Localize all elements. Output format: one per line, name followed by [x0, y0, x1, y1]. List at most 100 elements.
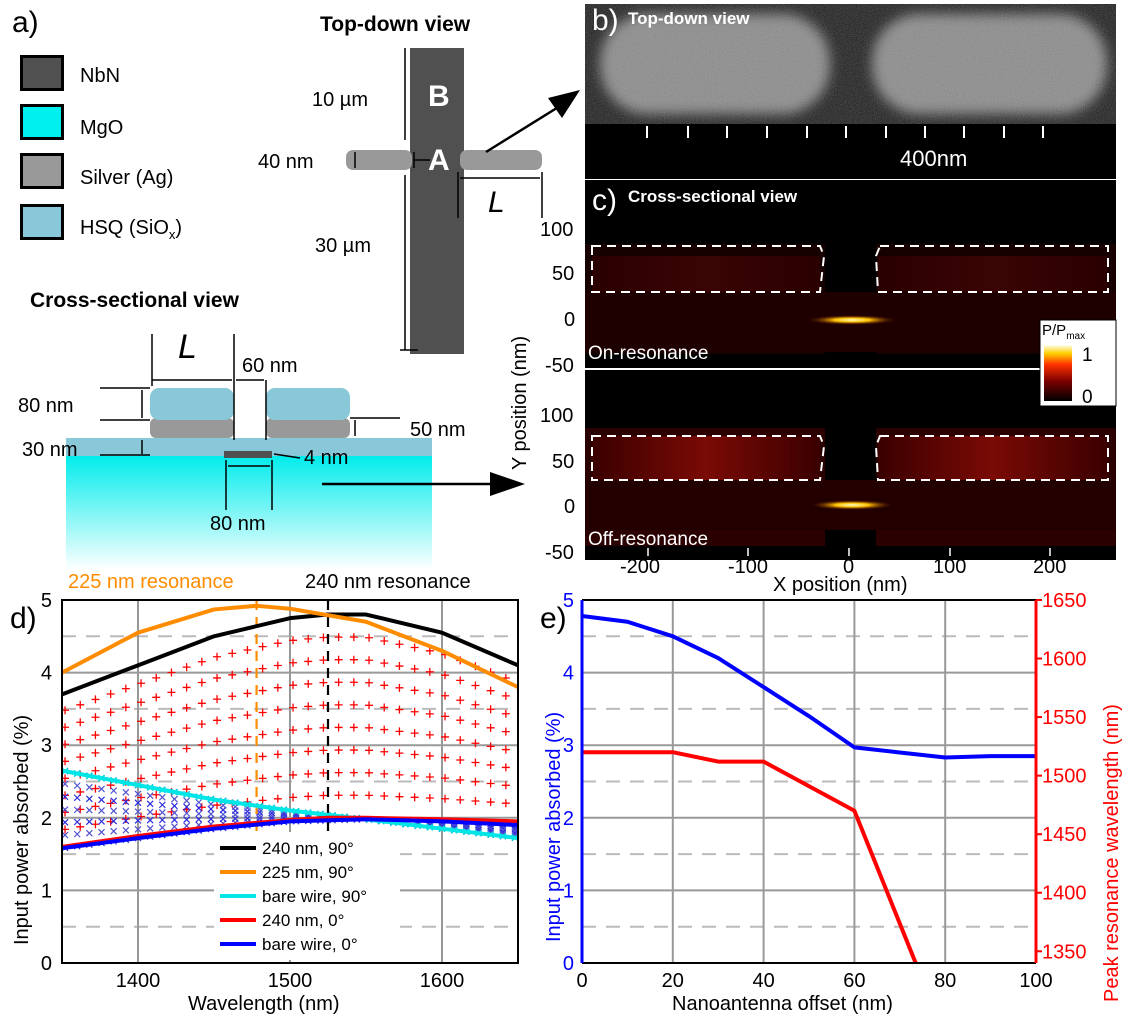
plus-marker — [91, 748, 100, 757]
panel-b-tag: b) — [592, 4, 619, 37]
silver-left-cross — [150, 418, 234, 438]
x-marker — [110, 797, 118, 805]
plus-marker — [349, 791, 358, 800]
plus-marker — [167, 668, 176, 677]
plus-marker — [152, 790, 161, 799]
plus-marker — [456, 775, 465, 784]
legend-entry: bare wire, 0° — [262, 935, 358, 954]
plus-marker — [486, 723, 495, 732]
plus-marker — [121, 796, 130, 805]
plus-marker — [425, 688, 434, 697]
plus-marker — [228, 778, 237, 787]
plus-marker — [365, 678, 374, 687]
plus-marker — [76, 735, 85, 744]
plus-marker — [334, 723, 343, 732]
plus-marker — [304, 634, 313, 643]
plus-marker — [137, 736, 146, 745]
x-marker — [85, 829, 93, 837]
x-marker — [268, 809, 276, 817]
d-xtick: 1400 — [116, 970, 161, 992]
e-xlabel: Nanoantenna offset (nm) — [672, 993, 893, 1015]
e-ylabel-left: Input power absorbed (%) — [543, 711, 565, 942]
plus-marker — [349, 768, 358, 777]
plus-marker — [197, 678, 206, 687]
plus-marker — [425, 751, 434, 760]
plus-marker — [501, 709, 510, 718]
e-xtick: 60 — [843, 970, 865, 992]
x-marker — [158, 816, 166, 824]
e-ylabel-right: Peak resonance wavelength (nm) — [1101, 704, 1123, 1002]
plus-marker — [106, 726, 115, 735]
x-marker — [171, 795, 178, 803]
hotspot-on — [807, 315, 897, 325]
plus-marker — [441, 794, 450, 803]
plus-marker — [273, 639, 282, 648]
plus-marker — [258, 752, 267, 761]
plus-marker — [501, 691, 510, 700]
plus-marker — [197, 782, 206, 791]
plus-marker — [365, 746, 374, 755]
plus-marker — [197, 720, 206, 729]
plus-marker — [228, 713, 237, 722]
silver-antenna-right — [460, 150, 542, 170]
plus-marker — [395, 792, 404, 801]
plus-marker — [76, 718, 85, 727]
dim-30um: 30 µm — [315, 235, 371, 257]
plus-marker — [395, 705, 404, 714]
plus-marker — [471, 700, 480, 709]
plus-marker — [425, 709, 434, 718]
plus-marker — [289, 748, 298, 757]
plus-marker — [273, 683, 282, 692]
plus-marker — [137, 679, 146, 688]
c-xtick: -200 — [620, 556, 661, 578]
dim-4nm: 4 nm — [304, 447, 349, 469]
plus-marker — [456, 795, 465, 804]
plus-marker — [213, 716, 222, 725]
e-xtick: 80 — [934, 970, 956, 992]
c-ytick: -50 — [545, 542, 574, 564]
plus-marker — [91, 731, 100, 740]
x-marker — [171, 816, 178, 824]
plus-marker — [213, 801, 222, 810]
x-marker — [158, 809, 166, 816]
plus-marker — [319, 768, 328, 777]
plus-marker — [289, 770, 298, 779]
plus-marker — [289, 658, 298, 667]
x-marker — [171, 809, 178, 817]
plus-marker — [501, 727, 510, 736]
legend-label-nbn: NbN — [80, 65, 121, 87]
x-marker — [195, 798, 203, 806]
x-marker — [134, 817, 142, 824]
plus-marker — [319, 678, 328, 687]
plus-marker — [152, 810, 161, 819]
x-marker — [98, 807, 105, 815]
plus-marker — [486, 779, 495, 788]
plus-marker — [213, 673, 222, 682]
c-ytick: 50 — [552, 263, 575, 285]
x-marker — [73, 794, 81, 802]
x-marker — [61, 831, 69, 839]
plus-marker — [197, 761, 206, 770]
x-marker — [183, 816, 191, 823]
colorbar-title: P/Pmax — [1042, 322, 1086, 342]
plus-marker — [273, 750, 282, 759]
plus-marker — [486, 760, 495, 769]
plus-marker — [471, 720, 480, 729]
mgo-substrate — [66, 455, 432, 570]
colorbar — [1044, 345, 1072, 401]
plus-marker — [486, 686, 495, 695]
plus-marker — [228, 649, 237, 658]
hsq-right-cap — [266, 388, 350, 420]
plus-marker — [486, 742, 495, 751]
x-marker — [158, 793, 166, 801]
e-ytick-left: 1 — [563, 880, 574, 902]
silver-antenna-left — [346, 150, 412, 170]
label-a: A — [428, 144, 450, 177]
x-marker — [85, 818, 93, 826]
plus-marker — [501, 799, 510, 808]
plus-marker — [380, 769, 389, 778]
dim-80nm-width: 80 nm — [210, 513, 266, 535]
